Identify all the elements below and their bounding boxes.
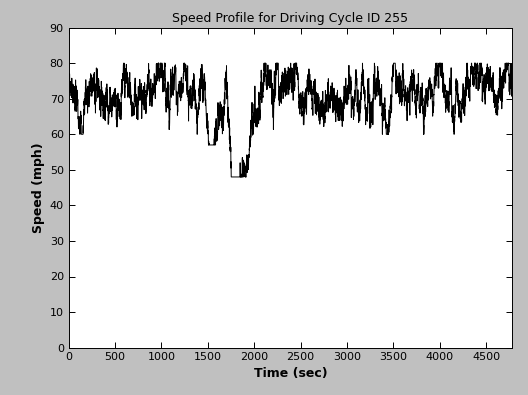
Title: Speed Profile for Driving Cycle ID 255: Speed Profile for Driving Cycle ID 255 <box>172 12 409 25</box>
X-axis label: Time (sec): Time (sec) <box>253 367 327 380</box>
Y-axis label: Speed (mph): Speed (mph) <box>33 142 45 233</box>
